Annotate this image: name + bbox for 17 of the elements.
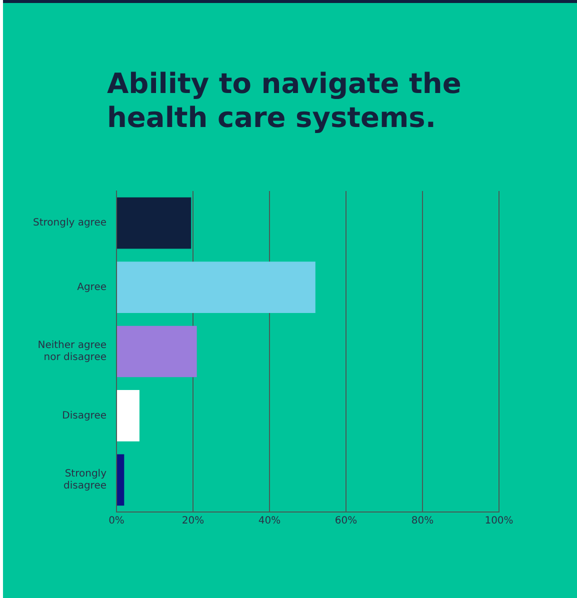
x-tick-label: 20% <box>182 516 204 527</box>
x-tick-label: 0% <box>108 516 124 527</box>
bar <box>117 454 124 506</box>
bar <box>117 262 316 313</box>
y-tick-label: Strongly agree <box>32 218 107 229</box>
chart-title: Ability to navigate the health care systems. <box>107 67 462 135</box>
x-tick-label: 80% <box>411 516 434 527</box>
x-tick-label: 100% <box>484 516 514 527</box>
x-tick-label: 60% <box>334 516 358 527</box>
x-tick-label: 40% <box>258 516 281 527</box>
y-tick-label: Neither agree nor disagree <box>38 340 107 364</box>
y-tick-label: Agree <box>77 282 107 293</box>
bar <box>117 390 140 442</box>
y-tick-label: Disagree <box>62 410 107 422</box>
bar <box>117 326 197 378</box>
y-tick-label: Strongly disagree <box>63 468 107 492</box>
bar <box>117 197 192 249</box>
